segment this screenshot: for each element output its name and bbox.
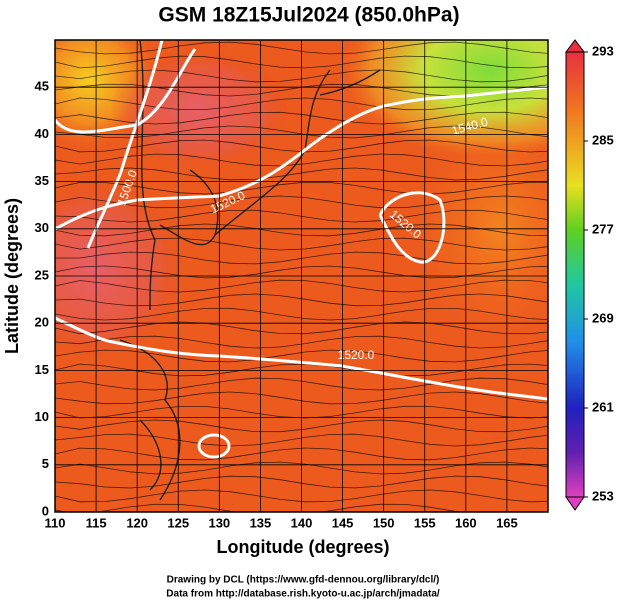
x-tick-label: 135 [250, 515, 272, 530]
streamline [55, 447, 548, 461]
y-axis-label: Latitude (degrees) [2, 198, 22, 354]
streamline [55, 139, 548, 153]
y-tick-label: 15 [35, 362, 49, 377]
y-tick-label: 5 [42, 456, 49, 471]
streamline [55, 419, 548, 433]
x-tick-label: 145 [332, 515, 354, 530]
x-tick-label: 120 [126, 515, 148, 530]
colorbar-tick-label: 293 [592, 43, 614, 58]
streamline [55, 55, 548, 69]
y-tick-label: 0 [42, 503, 49, 518]
colorbar [565, 51, 585, 498]
colorbar-tick-label: 269 [592, 310, 614, 325]
hot-area [55, 180, 185, 360]
streamline [55, 335, 548, 349]
y-tick-label: 25 [35, 267, 49, 282]
streamline [55, 97, 548, 111]
streamline [55, 167, 548, 181]
x-tick-label: 125 [167, 515, 189, 530]
streamline [55, 181, 548, 195]
streamline [55, 391, 548, 405]
streamline [55, 461, 548, 475]
x-tick-label: 110 [45, 515, 66, 530]
streamline [55, 307, 548, 321]
streamline [55, 503, 548, 512]
streamline [55, 293, 548, 307]
streamline [55, 195, 548, 209]
contour-label: 1520.0 [338, 348, 375, 362]
x-tick-label: 155 [414, 515, 436, 530]
streamline [55, 153, 548, 167]
plot-frame [54, 39, 549, 513]
streamline [55, 251, 548, 265]
streamline [55, 265, 548, 279]
streamline [55, 237, 548, 251]
streamline [55, 41, 548, 55]
colorbar-tick-label: 253 [592, 488, 614, 503]
x-tick-label: 130 [208, 515, 230, 530]
y-tick-label: 40 [35, 126, 49, 141]
colorbar-tick-label: 285 [592, 132, 614, 147]
x-axis-label: Longitude (degrees) [216, 537, 389, 557]
streamline [55, 69, 548, 83]
x-tick-label: 160 [455, 515, 477, 530]
streamline [55, 321, 548, 335]
colorbar-top [565, 39, 585, 53]
credit: Data from http://database.rish.kyoto-u.a… [166, 589, 440, 600]
colorbar-tick-label: 261 [592, 399, 614, 414]
x-tick-label: 165 [496, 515, 518, 530]
colorbar-bottom [565, 496, 585, 511]
y-tick-label: 35 [35, 173, 49, 188]
x-tick-label: 140 [291, 515, 313, 530]
streamline [55, 489, 548, 503]
streamline [55, 475, 548, 489]
streamline [55, 209, 548, 223]
y-tick-label: 30 [35, 220, 49, 235]
y-tick-label: 20 [35, 315, 49, 330]
streamline [55, 279, 548, 293]
x-tick-label: 150 [373, 515, 395, 530]
warm-area [410, 120, 548, 340]
title: GSM 18Z15Jul2024 (850.0hPa) [158, 4, 459, 27]
streamline [55, 223, 548, 237]
y-tick-label: 10 [35, 409, 49, 424]
streamline [55, 349, 548, 363]
streamline [55, 433, 548, 447]
y-tick-label: 45 [35, 79, 49, 94]
credit: Drawing by DCL (https://www.gfd-dennou.o… [167, 575, 440, 586]
colorbar-tick-label: 277 [592, 221, 614, 236]
x-tick-label: 115 [86, 515, 107, 530]
streamline [55, 377, 548, 391]
